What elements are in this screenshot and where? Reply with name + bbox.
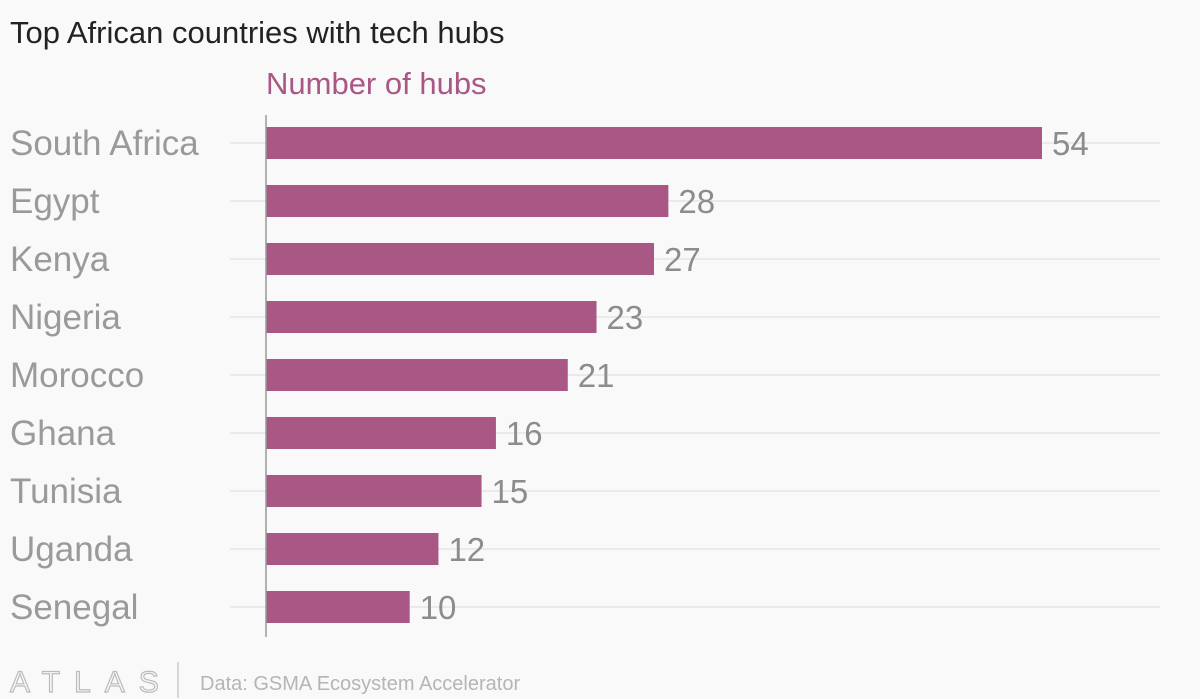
category-label: Morocco bbox=[10, 356, 144, 395]
atlas-logo: ATLAS bbox=[10, 666, 173, 699]
value-label: 15 bbox=[492, 473, 529, 510]
value-label: 12 bbox=[448, 531, 485, 568]
category-label: Nigeria bbox=[10, 298, 121, 337]
bar-egypt bbox=[266, 185, 669, 217]
bar-south-africa bbox=[266, 127, 1042, 159]
chart-subtitle: Number of hubs bbox=[266, 66, 487, 101]
value-label: 21 bbox=[578, 357, 615, 394]
bar-kenya bbox=[266, 243, 654, 275]
bar-tunisia bbox=[266, 475, 482, 507]
bars bbox=[266, 127, 1042, 623]
category-label: Tunisia bbox=[10, 472, 122, 511]
category-label: Egypt bbox=[10, 182, 100, 221]
chart-title: Top African countries with tech hubs bbox=[10, 15, 505, 50]
bar-nigeria bbox=[266, 301, 597, 333]
category-label: Uganda bbox=[10, 530, 133, 569]
bar-morocco bbox=[266, 359, 568, 391]
bar-ghana bbox=[266, 417, 496, 449]
bar-senegal bbox=[266, 591, 410, 623]
value-label: 28 bbox=[678, 183, 715, 220]
value-label: 10 bbox=[420, 589, 457, 626]
category-label: Ghana bbox=[10, 414, 116, 453]
category-label: Kenya bbox=[10, 240, 110, 279]
value-label: 16 bbox=[506, 415, 543, 452]
value-label: 27 bbox=[664, 241, 701, 278]
bar-uganda bbox=[266, 533, 439, 565]
category-labels: South Africa Egypt Kenya Nigeria Morocco Ghan… bbox=[10, 124, 199, 627]
category-label: Senegal bbox=[10, 588, 138, 627]
value-label: 54 bbox=[1052, 125, 1089, 162]
value-label: 23 bbox=[607, 299, 644, 336]
category-label: South Africa bbox=[10, 124, 199, 163]
source-note: Data: GSMA Ecosystem Accelerator bbox=[200, 673, 520, 695]
